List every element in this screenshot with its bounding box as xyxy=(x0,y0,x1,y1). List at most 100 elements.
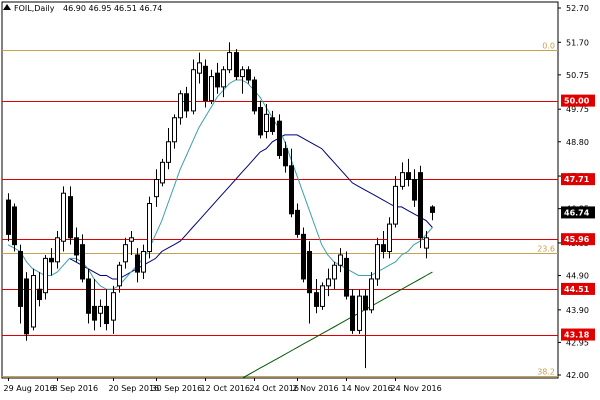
candle xyxy=(400,162,405,190)
candle xyxy=(98,299,103,327)
ohlc-close: 46.74 xyxy=(139,4,163,13)
candle-body xyxy=(203,65,208,102)
candle xyxy=(375,237,380,286)
candle-body xyxy=(332,264,337,280)
chart-header: FOIL,Daily 46.90 46.95 46.51 46.74 xyxy=(3,4,162,13)
candle-body xyxy=(154,178,159,198)
level-price-label: 44.51 xyxy=(561,282,595,295)
candle xyxy=(166,128,171,170)
current-price-label: 46.74 xyxy=(561,206,595,219)
candle xyxy=(178,90,183,125)
candle xyxy=(123,237,128,269)
candle-body xyxy=(6,199,11,235)
time-tick-label: 2 Nov 2016 xyxy=(293,384,339,393)
candle-body xyxy=(104,305,109,325)
candle xyxy=(307,241,312,324)
candle xyxy=(338,248,343,273)
candle-body xyxy=(350,295,355,331)
candle xyxy=(344,251,349,300)
price-tick-label: 48.80 xyxy=(566,138,589,147)
time-tick-label: 20 Sep 2016 xyxy=(109,384,160,393)
candle xyxy=(129,230,134,255)
candle-body xyxy=(363,295,368,311)
level-label-bg xyxy=(561,328,595,341)
candle xyxy=(172,114,177,149)
candle-body xyxy=(61,192,66,242)
candle-body xyxy=(320,285,325,307)
time-tick-label: 30 Sep 2016 xyxy=(152,384,203,393)
candle-body xyxy=(381,244,386,253)
candle-body xyxy=(234,52,239,78)
price-tick-label: 42.95 xyxy=(566,338,589,347)
plot-frame xyxy=(1,1,559,379)
candle xyxy=(6,193,11,242)
candle-body xyxy=(369,278,374,311)
candle-body xyxy=(123,244,128,263)
price-tick-label: 42.00 xyxy=(566,371,589,380)
time-tick-label: 29 Aug 2016 xyxy=(4,384,55,393)
candle xyxy=(18,244,23,324)
candle xyxy=(92,278,97,331)
level-label-bg xyxy=(561,173,595,186)
candle-body xyxy=(12,206,17,246)
candle xyxy=(234,49,239,81)
level-label-text: 47.71 xyxy=(564,175,590,184)
candle xyxy=(209,69,214,105)
candle xyxy=(147,196,152,259)
candle-body xyxy=(74,237,79,256)
candle-body xyxy=(129,237,134,242)
candle xyxy=(227,42,232,74)
level-label-text: 44.51 xyxy=(564,285,590,294)
candle-body xyxy=(135,254,140,273)
price-tick-label: 43.90 xyxy=(566,306,589,315)
candle xyxy=(430,205,435,221)
moving-average-fast xyxy=(7,79,433,290)
candle xyxy=(240,66,245,94)
candle-body xyxy=(344,257,349,297)
candle xyxy=(406,158,411,187)
symbol-timeframe: FOIL,Daily xyxy=(14,4,55,13)
ohlc-low: 46.51 xyxy=(113,4,137,13)
candle xyxy=(289,148,294,218)
candle xyxy=(314,278,319,314)
candle-body xyxy=(68,196,73,239)
candle xyxy=(357,289,362,334)
candle xyxy=(424,230,429,259)
candle xyxy=(412,169,417,207)
candle-body xyxy=(98,305,103,314)
current-price-text: 46.74 xyxy=(564,208,590,217)
candle xyxy=(320,282,325,310)
candle-body xyxy=(277,120,282,156)
candle xyxy=(184,86,189,118)
candle-body xyxy=(43,257,48,294)
candle-body xyxy=(92,305,97,321)
candle-body xyxy=(31,275,36,328)
candle-body xyxy=(18,251,23,307)
candle-body xyxy=(221,69,226,88)
candle-body xyxy=(295,209,300,235)
candle-body xyxy=(197,62,202,74)
candle-body xyxy=(37,288,42,301)
candle xyxy=(43,254,48,300)
candle-body xyxy=(191,69,196,112)
ohlc-high: 46.95 xyxy=(88,4,112,13)
candle xyxy=(49,248,54,276)
candle xyxy=(117,261,122,293)
candle-body xyxy=(160,161,165,184)
candle-body xyxy=(289,165,294,215)
candle xyxy=(12,203,17,252)
candle-body xyxy=(117,264,122,287)
price-axis: 52.7051.7050.7549.7548.8047.8046.8545.85… xyxy=(558,4,589,380)
candle xyxy=(197,52,202,84)
candle-body xyxy=(387,223,392,253)
candle-body xyxy=(375,244,380,280)
candle xyxy=(31,268,36,331)
time-tick-label: 24 Oct 2016 xyxy=(250,384,299,393)
candle xyxy=(191,59,196,115)
candle-body xyxy=(406,172,411,180)
candle-body xyxy=(393,185,398,225)
level-price-label: 43.18 xyxy=(561,328,595,341)
candle-body xyxy=(227,52,232,71)
